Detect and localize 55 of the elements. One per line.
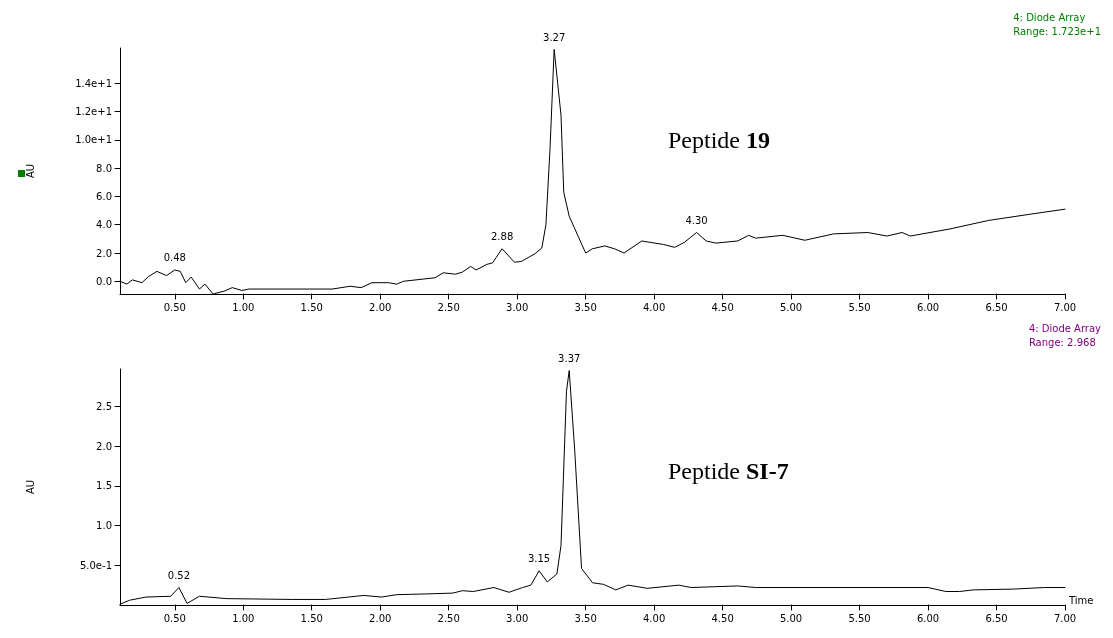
annotation: Peptide 19 <box>668 127 770 153</box>
x-tick-label: 7.00 <box>1053 612 1077 624</box>
x-tick-label: 4.00 <box>643 301 666 313</box>
x-tick-label: 6.00 <box>916 301 940 313</box>
y-tick-label: 1.0 <box>96 520 112 532</box>
y-tick-label: 0.0 <box>96 275 112 287</box>
x-tick-label: 5.00 <box>779 612 803 624</box>
annotation: 3.27 <box>543 31 566 43</box>
y-tick-label: 1.5 <box>96 480 112 492</box>
x-tick-label: 4.50 <box>711 301 734 313</box>
y-tick-label: 2.0 <box>96 440 112 452</box>
x-tick-label: 6.00 <box>916 612 940 624</box>
x-tick-label: 6.50 <box>985 301 1008 313</box>
x-tick-label: 7.00 <box>1053 301 1077 313</box>
y-tick-label: 2.5 <box>96 400 112 412</box>
annotation: 4.30 <box>685 215 708 226</box>
x-tick-label: 5.50 <box>848 612 871 624</box>
annotation: Peptide SI-7 <box>668 458 789 484</box>
x-tick-label: 0.50 <box>163 301 186 313</box>
chart-subtitle: 4: Diode Array Range: 1.723e+1 <box>1013 11 1101 37</box>
x-tick-label: 3.50 <box>574 301 597 313</box>
x-tick-label: 3.50 <box>574 612 597 624</box>
x-tick-label: 4.00 <box>643 612 666 624</box>
y-tick-label: 1.4e+1 <box>75 77 112 89</box>
x-tick-label: 2.50 <box>437 612 460 624</box>
y-tick-label: 6.0 <box>96 190 112 202</box>
x-tick-label: 1.00 <box>232 612 255 624</box>
x-tick-label: 5.50 <box>848 301 871 313</box>
x-tick-label: 4.50 <box>711 612 734 624</box>
x-tick-label: 1.00 <box>232 301 255 313</box>
x-tick-label: 2.00 <box>369 612 392 624</box>
y-tick-label: 1.0e+1 <box>75 134 112 146</box>
x-tick-label: 3.00 <box>506 301 529 313</box>
y-tick-label: 1.2e+1 <box>75 106 112 118</box>
annotation: 3.15 <box>527 553 551 565</box>
x-tick-label: 0.50 <box>163 612 186 624</box>
x-tick-label: 2.00 <box>369 301 392 313</box>
x-tick-label: 1.50 <box>300 612 323 624</box>
chart-subtitle: 4: Diode Array Range: 2.968 <box>1028 322 1102 348</box>
x-tick-label: 3.00 <box>506 612 529 624</box>
annotation: 2.88 <box>490 231 514 243</box>
x-tick-label: 6.50 <box>985 612 1008 624</box>
x-tick-label: 1.50 <box>300 301 323 313</box>
annotation: 3.37 <box>558 353 581 365</box>
y-axis-title: AU <box>24 479 36 495</box>
annotation: 0.48 <box>163 252 186 264</box>
y-axis-title: AU <box>24 163 36 179</box>
y-tick-label: 2.0 <box>96 247 112 259</box>
y-tick-label: 4.0 <box>96 219 112 231</box>
x-tick-label: 5.00 <box>779 301 803 313</box>
y-tick-label: 5.0e-1 <box>79 559 112 571</box>
x-axis-title: Time <box>1068 594 1094 606</box>
annotation: 0.52 <box>167 570 191 582</box>
x-tick-label: 2.50 <box>437 301 460 313</box>
y-tick-label: 8.0 <box>96 162 112 174</box>
